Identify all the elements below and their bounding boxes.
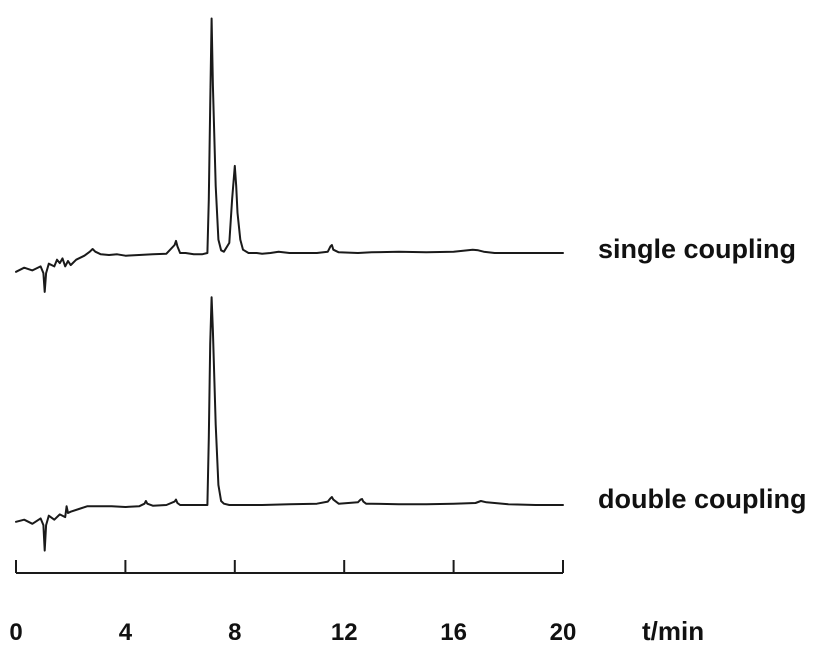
trace-double-coupling bbox=[15, 296, 564, 552]
trace-single-coupling bbox=[15, 17, 564, 293]
x-axis-label: t/min bbox=[642, 616, 704, 646]
x-tick-label-8: 8 bbox=[228, 619, 241, 646]
series-label-double-coupling: double coupling bbox=[598, 484, 806, 514]
x-tick-label-4: 4 bbox=[119, 619, 133, 646]
traces-layer bbox=[15, 17, 564, 552]
x-tick-label-16: 16 bbox=[440, 619, 467, 646]
x-axis-ticks: 0 4 8 12 16 20 bbox=[9, 560, 576, 646]
x-axis: 0 4 8 12 16 20 t/min bbox=[9, 560, 704, 646]
x-tick-label-0: 0 bbox=[9, 619, 22, 646]
series-label-single-coupling: single coupling bbox=[598, 234, 796, 264]
x-tick-label-12: 12 bbox=[331, 619, 358, 646]
x-tick-label-20: 20 bbox=[550, 619, 577, 646]
trace-labels-layer: single coupling double coupling bbox=[598, 234, 806, 514]
